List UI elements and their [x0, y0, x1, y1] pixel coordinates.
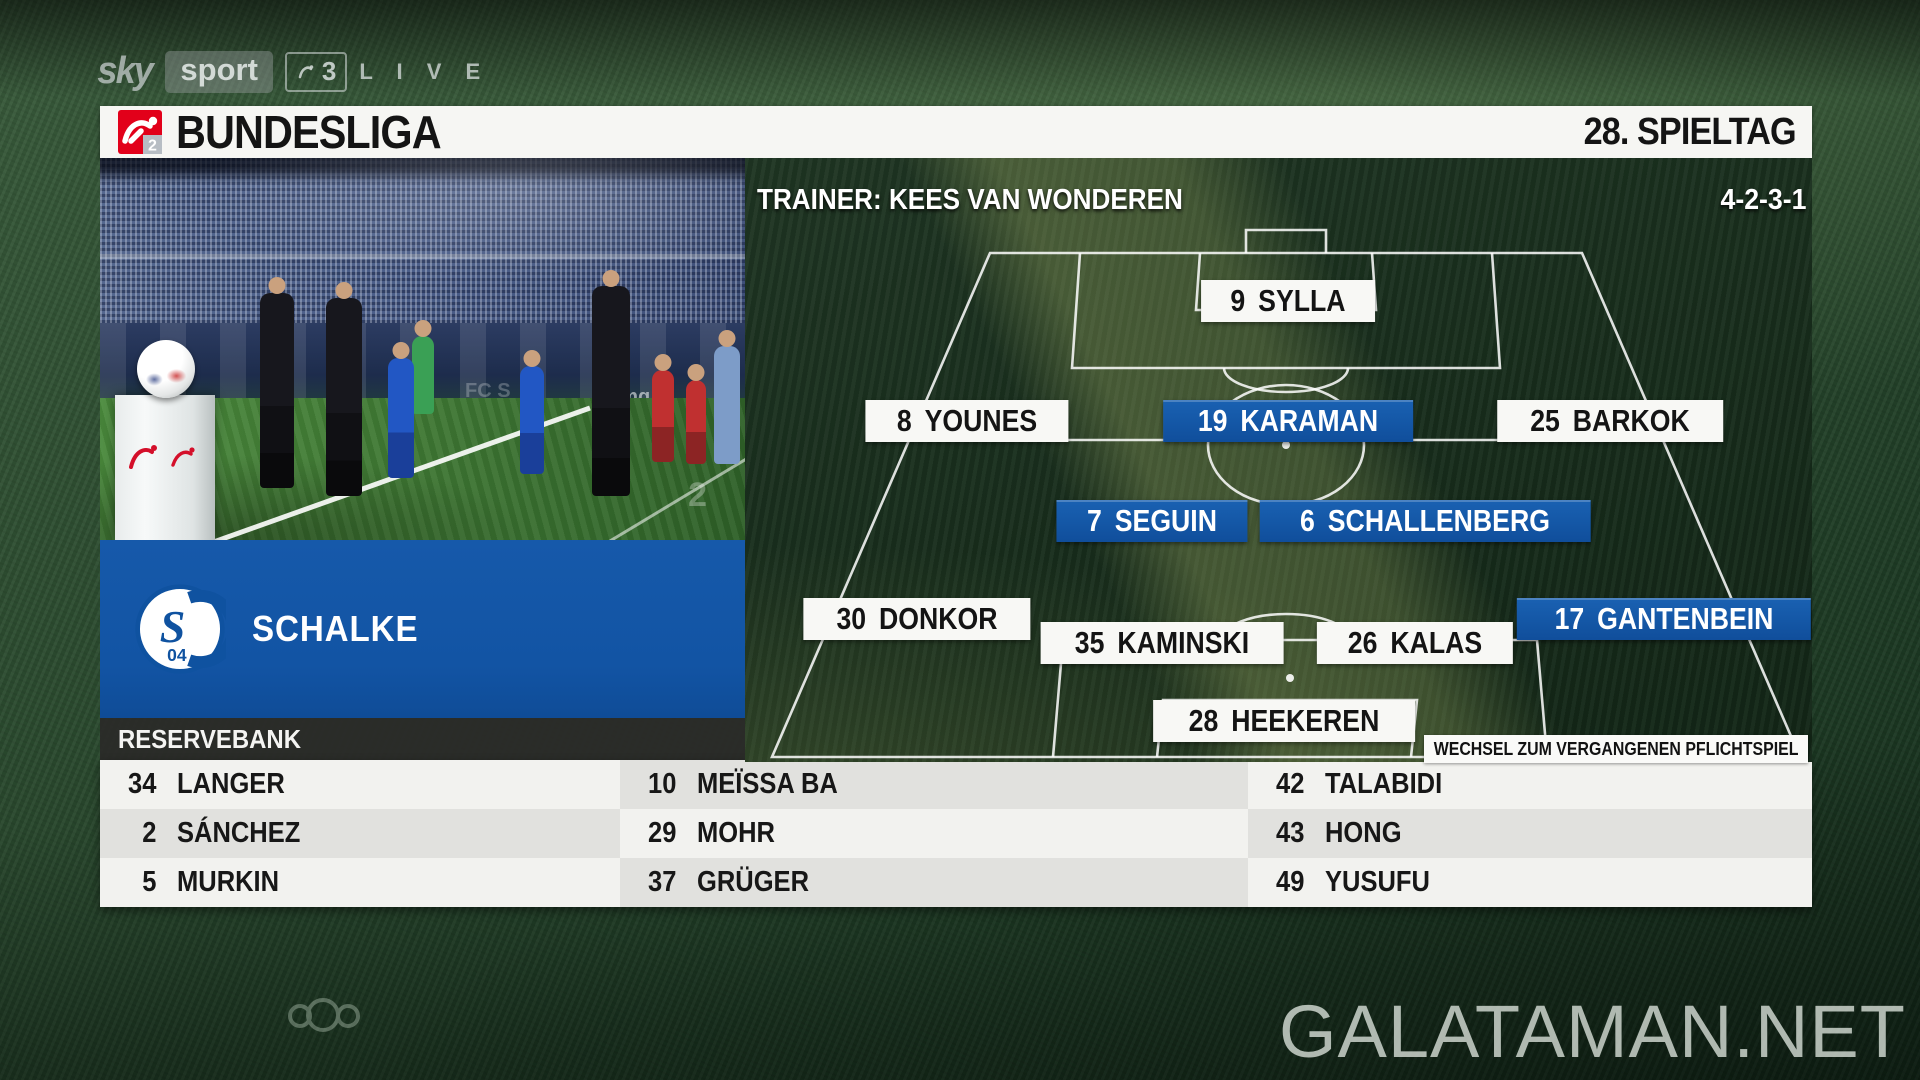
- bench-player-number: 34: [128, 768, 157, 800]
- bench-player-name: TALABIDI: [1325, 768, 1443, 800]
- bench-player-number: 42: [1276, 768, 1305, 800]
- escort-kid-figure: [686, 380, 706, 464]
- sport-logo-box: sport: [165, 50, 273, 93]
- pitch-lines: [770, 228, 1802, 759]
- bench-player-grüger: 37 GRÜGER: [620, 858, 1248, 907]
- sky-sport-logo: sky sport 3 L I V E: [96, 50, 489, 93]
- bench-player-yusufu: 49 YUSUFU: [1248, 858, 1812, 907]
- bench-player-name: MEÏSSA BA: [697, 768, 838, 800]
- bench-player-name: GRÜGER: [697, 866, 810, 898]
- bench-player-sánchez: 2 SÁNCHEZ: [100, 809, 620, 858]
- bench-player-murkin: 5 MURKIN: [100, 858, 620, 907]
- trainer-label: TRAINER: KEES VAN WONDEREN: [757, 184, 1183, 216]
- competition-title: BUNDESLIGA: [176, 106, 442, 158]
- formation-pitch: TRAINER: KEES VAN WONDEREN 4-2-3-1: [745, 158, 1812, 763]
- bundesliga2-watermark: 2: [688, 476, 707, 514]
- referee-figure: [326, 298, 362, 496]
- sky-logo-text: sky: [97, 50, 153, 92]
- bench-grid: 34 LANGER 10 MEÏSSA BA 42 TALABIDI 2 SÁNCHEZ 29 M…: [100, 760, 1812, 907]
- bench-player-talabidi: 42 TALABIDI: [1248, 760, 1812, 809]
- bench-player-name: YUSUFU: [1325, 866, 1430, 898]
- bench-player-number: 10: [648, 768, 677, 800]
- rings-watermark: [288, 995, 388, 1035]
- keeper-kid-figure: [412, 336, 434, 414]
- bench-player-number: 43: [1276, 817, 1305, 849]
- bench-player-name: MURKIN: [177, 866, 280, 898]
- title-bar: 2 BUNDESLIGA 28. SPIELTAG: [100, 106, 1812, 158]
- team-panel: S 04 SCHALKE: [100, 540, 745, 718]
- bench-title: RESERVEBANK: [118, 723, 301, 754]
- svg-text:2: 2: [148, 138, 157, 155]
- bundesliga2-logo-icon: 2: [118, 110, 162, 154]
- bench-player-number: 29: [648, 817, 677, 849]
- stadium-video-still: FC S gmg 2: [100, 158, 745, 540]
- crowd-stands: [100, 158, 745, 323]
- svg-text:S: S: [160, 601, 186, 652]
- team-name: SCHALKE: [252, 608, 419, 649]
- bench-player-number: 49: [1276, 866, 1305, 898]
- bench-header: RESERVEBANK: [100, 718, 745, 760]
- escort-kid-figure: [388, 358, 414, 478]
- referee-figure: [260, 293, 294, 488]
- bench-player-langer: 34 LANGER: [100, 760, 620, 809]
- bench-player-hong: 43 HONG: [1248, 809, 1812, 858]
- escort-kid-figure: [520, 366, 544, 474]
- schalke-crest-icon: S 04: [135, 584, 226, 674]
- bench-player-name: SÁNCHEZ: [177, 817, 301, 849]
- matchday-label: 28. SPIELTAG: [1583, 110, 1797, 153]
- board-text: FC S: [465, 380, 511, 402]
- match-ball: [137, 340, 195, 398]
- bundesliga-pedestal-logos: [129, 445, 195, 469]
- ball-pedestal: [115, 395, 215, 540]
- lineup-change-note: WECHSEL ZUM VERGANGENEN PFLICHTSPIEL: [1424, 735, 1808, 763]
- steward-figure: [714, 346, 740, 464]
- bench-player-name: HONG: [1325, 817, 1402, 849]
- bench-player-name: MOHR: [697, 817, 775, 849]
- bench-player-number: 37: [648, 866, 677, 898]
- formation-system: 4-2-3-1: [1719, 184, 1806, 216]
- bench-player-meïssa-ba: 10 MEÏSSA BA: [620, 760, 1248, 809]
- referee-figure: [592, 286, 630, 496]
- bench-player-number: 2: [142, 817, 157, 849]
- bundesliga-mini-icon: [298, 64, 314, 78]
- bench-player-mohr: 29 MOHR: [620, 809, 1248, 858]
- bench-player-name: LANGER: [177, 768, 285, 800]
- svg-text:04: 04: [167, 645, 187, 665]
- channel-number: 3: [321, 56, 337, 86]
- channel-badge: 3: [284, 51, 348, 92]
- bench-player-number: 5: [142, 866, 157, 898]
- escort-kid-figure: [652, 370, 674, 462]
- live-label: L I V E: [359, 58, 490, 84]
- site-watermark: GALATAMAN.NET: [1278, 990, 1906, 1073]
